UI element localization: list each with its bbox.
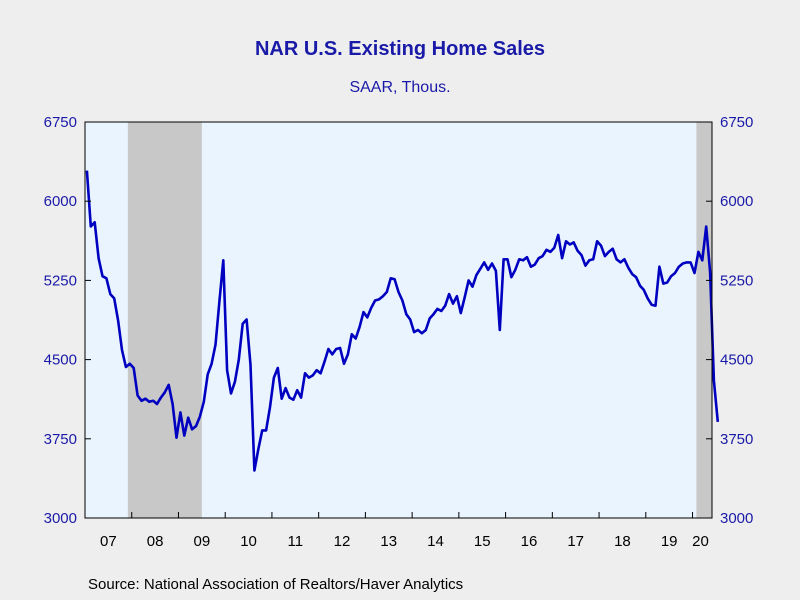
x-tick-label: 18 <box>614 533 631 550</box>
y-tick-label-right: 3750 <box>720 431 753 448</box>
y-tick-label-right: 5250 <box>720 272 753 289</box>
y-tick-label-right: 3000 <box>720 510 753 527</box>
x-tick-label: 11 <box>288 533 304 550</box>
recession-shading <box>127 122 712 518</box>
y-axis-right: 6750 6000 5250 4500 3750 3000 <box>706 114 753 527</box>
series-line <box>85 170 720 472</box>
x-tick-label: 13 <box>380 533 397 550</box>
recession-band <box>696 122 712 518</box>
series-layer <box>85 170 720 472</box>
x-tick-label: 20 <box>692 533 709 550</box>
chart-subtitle: SAAR, Thous. <box>349 79 451 96</box>
x-tick-label: 09 <box>193 533 210 550</box>
x-tick-label: 16 <box>521 533 538 550</box>
x-tick-label: 19 <box>661 533 678 550</box>
y-tick-label-left: 6750 <box>44 114 77 131</box>
y-tick-label-right: 6750 <box>720 114 753 131</box>
x-tick-label: 17 <box>567 533 584 550</box>
y-tick-label-left: 3750 <box>44 431 77 448</box>
y-tick-label-left: 4500 <box>44 352 77 369</box>
chart-title: NAR U.S. Existing Home Sales <box>254 38 546 60</box>
y-axis-left: 6750 6000 5250 4500 3750 3000 <box>44 114 91 527</box>
y-tick-label-right: 6000 <box>720 193 753 210</box>
y-tick-label-right: 4500 <box>720 352 753 369</box>
plot-frame <box>84 121 713 519</box>
x-tick-label: 10 <box>240 533 257 550</box>
x-tick-label: 12 <box>334 533 351 550</box>
x-tick-label: 08 <box>147 533 164 550</box>
y-tick-label-left: 5250 <box>44 272 77 289</box>
recession-band <box>127 122 202 518</box>
x-tick-label: 15 <box>474 533 491 550</box>
source-note: Source: National Association of Realtors… <box>88 576 464 593</box>
x-axis: 07 08 09 10 11 12 13 14 15 16 17 18 19 20 <box>100 512 709 550</box>
x-tick-label: 07 <box>100 533 117 550</box>
y-tick-label-left: 3000 <box>44 510 77 527</box>
x-tick-label: 14 <box>427 533 444 550</box>
y-tick-label-left: 6000 <box>44 193 77 210</box>
